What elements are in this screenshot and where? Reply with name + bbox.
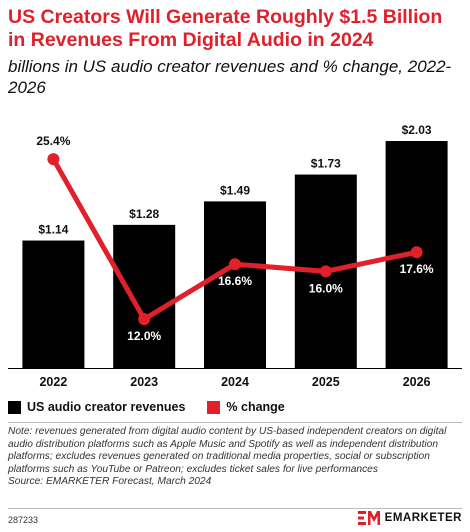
footer-divider [8, 508, 462, 509]
source-text: Source: EMARKETER Forecast, March 2024 [8, 476, 212, 488]
line-value-label: 12.0% [127, 329, 161, 343]
bar-value-label: $1.28 [129, 207, 159, 221]
line-point [319, 265, 332, 278]
legend-label-change: % change [226, 400, 285, 414]
x-tick-label: 2022 [39, 375, 67, 389]
legend-swatch-revenues [8, 400, 21, 414]
bar-value-label: $1.73 [311, 157, 341, 171]
line-point [47, 153, 60, 166]
brand[interactable]: EMARKETER [357, 511, 462, 525]
legend-swatch-change [207, 400, 221, 414]
line-point [138, 313, 151, 326]
brand-name: EMARKETER [384, 512, 462, 524]
line-value-label: 17.6% [400, 262, 434, 276]
x-tick-label: 2024 [221, 375, 249, 389]
bar-value-label: $1.14 [38, 223, 68, 237]
line-point [229, 258, 241, 271]
line-point [410, 246, 423, 259]
note-text: Note: revenues generated from digital au… [8, 426, 447, 475]
combo-chart: $1.14 $1.28 $1.49 $1.73 $2.03 25.4% 12.0% 16.6%… [8, 123, 462, 389]
bar [113, 224, 176, 368]
legend-item-change: % change [207, 400, 285, 414]
chart-notes: Note: revenues generated from digital au… [8, 426, 466, 489]
chart-legend: US audio creator revenues % change [8, 398, 307, 416]
chart-subtitle: billions in US audio creator revenues an… [8, 57, 452, 97]
bar-value-label: $1.49 [220, 183, 250, 197]
legend-item-revenues: US audio creator revenues [8, 400, 185, 414]
line-value-label: 16.0% [309, 281, 343, 295]
legend-label-revenues: US audio creator revenues [27, 400, 186, 414]
x-tick-label: 2026 [403, 375, 431, 389]
x-tick-label: 2023 [130, 375, 158, 389]
line-value-label: 16.6% [218, 274, 252, 288]
bar [204, 201, 266, 368]
line-value-label: 25.4% [36, 134, 70, 148]
bar-value-label: $2.03 [402, 123, 432, 137]
chart-id: 287233 [8, 515, 39, 525]
note-divider [8, 422, 462, 423]
bar [22, 240, 85, 368]
chart-title: US Creators Will Generate Roughly $1.5 B… [8, 6, 443, 51]
x-tick-label: 2025 [312, 375, 340, 389]
emarketer-logo-icon [357, 511, 380, 525]
